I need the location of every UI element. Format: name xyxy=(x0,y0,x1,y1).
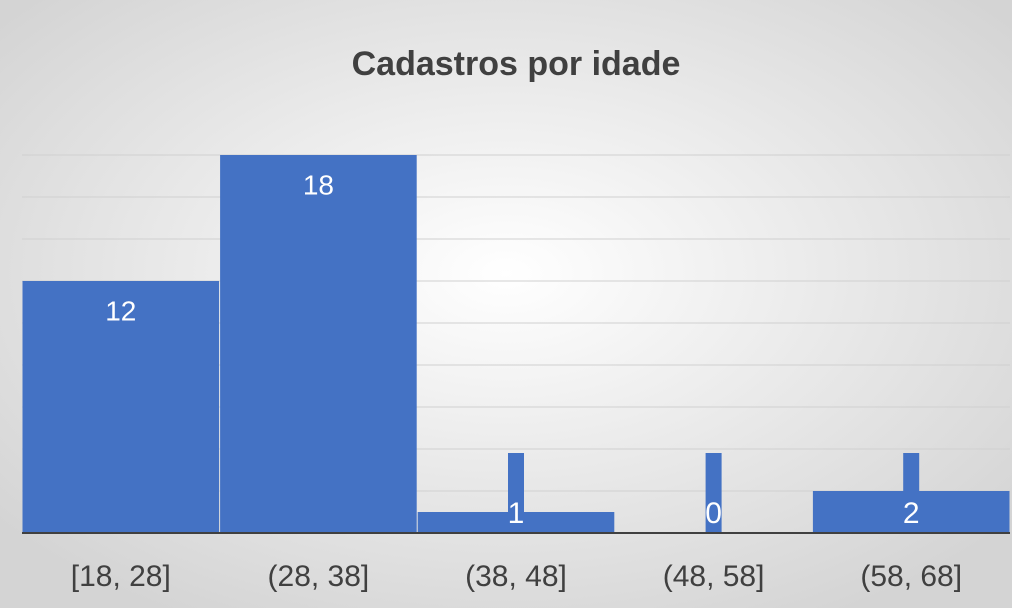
x-tick-label: (38, 48] xyxy=(465,560,567,593)
x-tick-label: (28, 38] xyxy=(268,560,370,593)
data-label: 2 xyxy=(903,497,920,530)
data-label-box xyxy=(705,453,722,533)
data-label-box xyxy=(903,453,920,533)
data-label: 0 xyxy=(705,497,722,530)
bar xyxy=(22,281,220,533)
bar xyxy=(220,155,417,533)
data-label-box xyxy=(508,453,524,533)
chart-title: Cadastros por idade xyxy=(352,45,681,83)
x-tick-label: (58, 68] xyxy=(860,560,962,593)
x-tick-label: [18, 28] xyxy=(71,560,171,593)
x-tick-label: (48, 58] xyxy=(663,560,765,593)
data-label: 1 xyxy=(508,497,525,530)
data-label: 18 xyxy=(303,169,334,200)
data-label: 12 xyxy=(105,295,136,326)
